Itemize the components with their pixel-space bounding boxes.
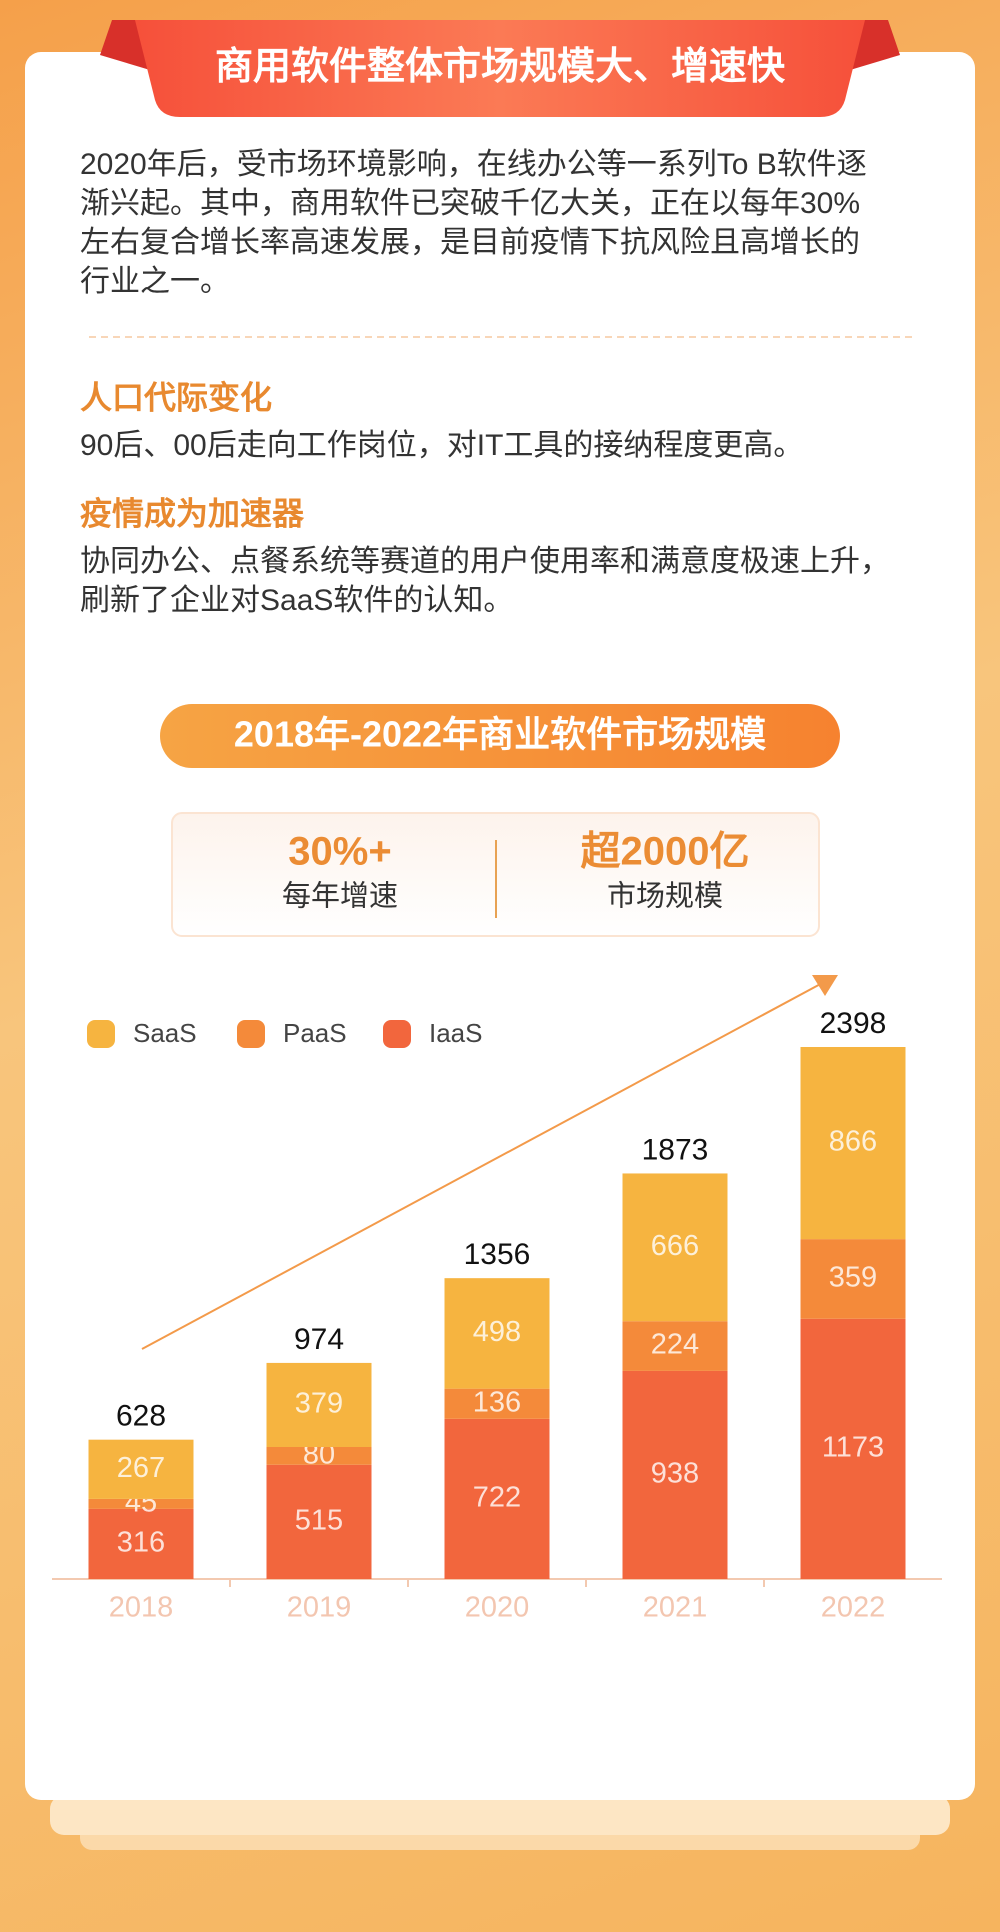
legend-label: SaaS: [133, 1018, 197, 1048]
legend-label: PaaS: [283, 1018, 347, 1048]
page-title: 商用软件整体市场规模大、增速快: [215, 46, 786, 88]
card-shadow: [50, 1795, 950, 1835]
trend-arrowhead: [812, 975, 838, 996]
total-label: 974: [294, 1323, 344, 1356]
section-line: 90后、00后走向工作岗位，对IT工具的接纳程度更高。: [80, 429, 803, 462]
bar-segment: [800, 1239, 906, 1319]
total-label: 628: [116, 1400, 166, 1433]
chart-title-pill: [160, 704, 840, 768]
chart-title: 2018年-2022年商业软件市场规模: [234, 714, 766, 755]
segment-label: 224: [651, 1329, 699, 1361]
bar-segment: [444, 1418, 550, 1579]
bar-segment: [88, 1498, 194, 1509]
bar-segment: [444, 1278, 550, 1389]
stat-label: 市场规模: [607, 880, 723, 913]
segment-label: 136: [473, 1386, 521, 1418]
bar-segment: [266, 1362, 372, 1447]
bar-segment: [800, 1047, 906, 1240]
segment-label: 866: [829, 1126, 877, 1158]
legend-swatch: [87, 1020, 115, 1048]
bar-segment: [266, 1464, 372, 1579]
intro-line: 2020年后，受市场环境影响，在线办公等一系列To B软件逐: [80, 148, 867, 181]
title-ribbon: [135, 20, 865, 117]
bar-segment: [622, 1370, 728, 1579]
intro: 2020年后，受市场环境影响，在线办公等一系列To B软件逐渐兴起。其中，商用软…: [80, 148, 867, 298]
total-label: 1873: [642, 1133, 709, 1166]
section-line: 协同办公、点餐系统等赛道的用户使用率和满意度极速上升，: [80, 545, 890, 578]
x-tick-label: 2020: [465, 1592, 530, 1624]
segment-label: 1173: [822, 1432, 884, 1464]
x-tick-label: 2021: [643, 1592, 708, 1624]
intro-line: 左右复合增长率高速发展，是目前疫情下抗风险且高增长的: [80, 226, 860, 259]
bar-segment: [622, 1173, 728, 1322]
bar-segment: [622, 1321, 728, 1371]
section-line: 刷新了企业对SaaS软件的认知。: [80, 584, 513, 617]
segment-label: 722: [473, 1482, 521, 1514]
section-heading: 人口代际变化: [80, 379, 272, 415]
segment-label: 267: [117, 1452, 165, 1484]
chart: SaaS PaaS IaaS2018316452676282019515803799…: [52, 1007, 942, 1624]
segment-label: 938: [651, 1458, 699, 1490]
ribbon-fold: [850, 20, 900, 70]
bar-segment: [800, 1318, 906, 1579]
segment-label: 379: [295, 1388, 343, 1420]
x-tick-label: 2019: [287, 1592, 352, 1624]
sections: 人口代际变化 90后、00后走向工作岗位，对IT工具的接纳程度更高。疫情成为加速器…: [80, 379, 890, 616]
segment-label: 666: [651, 1230, 699, 1262]
trend-arrow: [141, 980, 827, 1350]
segment-label: 359: [829, 1262, 877, 1294]
legend-swatch: [237, 1020, 265, 1048]
intro-line: 渐兴起。其中，商用软件已突破千亿大关，正在以每年30%: [80, 187, 860, 220]
total-label: 2398: [820, 1007, 887, 1040]
stat-value: 超2000亿: [581, 830, 750, 874]
legend-swatch: [383, 1020, 411, 1048]
x-tick-label: 2022: [821, 1592, 886, 1624]
bar-segment: [88, 1508, 194, 1579]
ribbon-fold: [100, 20, 150, 70]
x-tick-label: 2018: [109, 1592, 174, 1624]
bar-segment: [444, 1388, 550, 1419]
section-heading: 疫情成为加速器: [80, 495, 305, 531]
legend-label: IaaS: [429, 1018, 483, 1048]
bar-segment: [266, 1446, 372, 1465]
total-label: 1356: [464, 1238, 531, 1271]
stat-label: 每年增速: [282, 880, 398, 913]
stat-value: 30%+: [288, 830, 391, 874]
segment-label: 316: [117, 1527, 165, 1559]
bar-segment: [88, 1439, 194, 1499]
segment-label: 515: [295, 1505, 343, 1537]
intro-line: 行业之一。: [80, 265, 230, 298]
segment-label: 498: [473, 1316, 521, 1348]
